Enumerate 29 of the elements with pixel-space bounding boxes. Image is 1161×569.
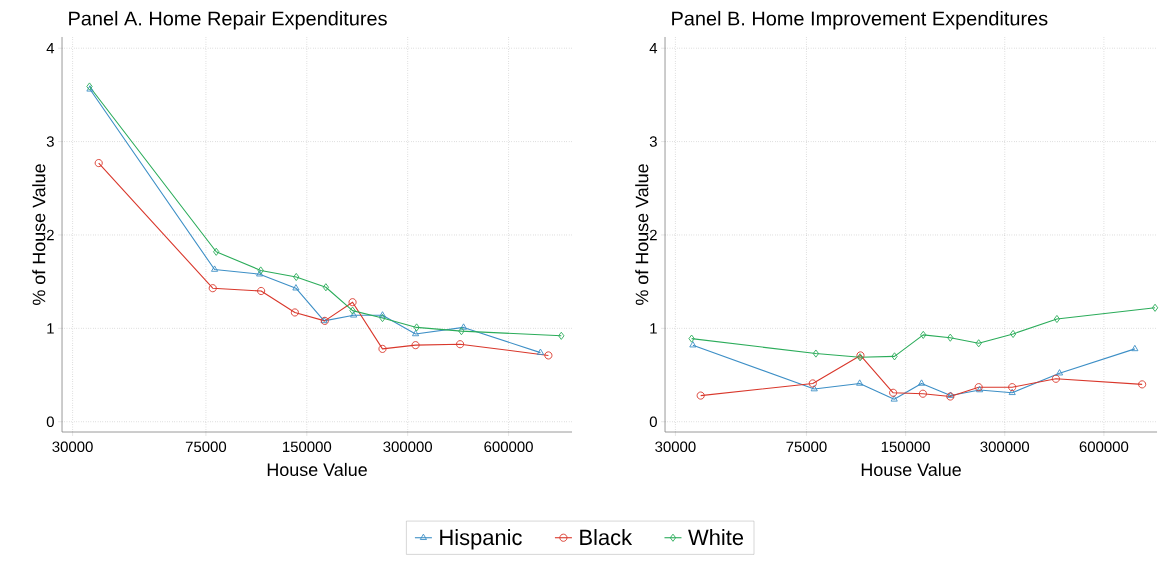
x-tick-label: 300000 [383,441,433,453]
x-tick-label: 75000 [185,441,227,453]
x-tick-label: 30000 [655,441,696,453]
legend-label: White [688,529,744,546]
x-tick-label: 600000 [484,441,533,453]
y-tick-label: 1 [650,323,657,334]
x-tick-label: 600000 [1079,441,1129,453]
y-tick-label: 3 [46,136,54,147]
x-tick-label: 75000 [786,441,827,453]
y-axis-title: % of House Value [635,164,649,305]
chart-title: Panel B. Home Improvement Expenditures [672,10,1048,30]
y-tick-label: 0 [649,416,657,428]
chart-title: Panel A. Home Repair Expenditures [69,10,387,30]
y-tick-label: 4 [46,43,55,54]
legend-label: Black [580,529,633,546]
y-tick-label: 0 [46,416,54,428]
y-tick-label: 3 [649,136,657,147]
y-tick-label: 2 [649,229,657,241]
x-tick-label: 30000 [52,441,93,453]
x-axis-title: House Value [267,462,367,477]
y-tick-label: 2 [46,229,54,241]
x-axis-title: House Value [861,462,961,477]
legend-label: Hispanic [440,529,522,550]
x-tick-label: 150000 [881,441,930,453]
y-tick-label: 4 [649,43,658,54]
y-axis-title: % of House Value [32,164,46,305]
y-tick-label: 1 [47,323,54,334]
x-tick-label: 300000 [980,441,1030,453]
x-tick-label: 150000 [283,441,332,453]
